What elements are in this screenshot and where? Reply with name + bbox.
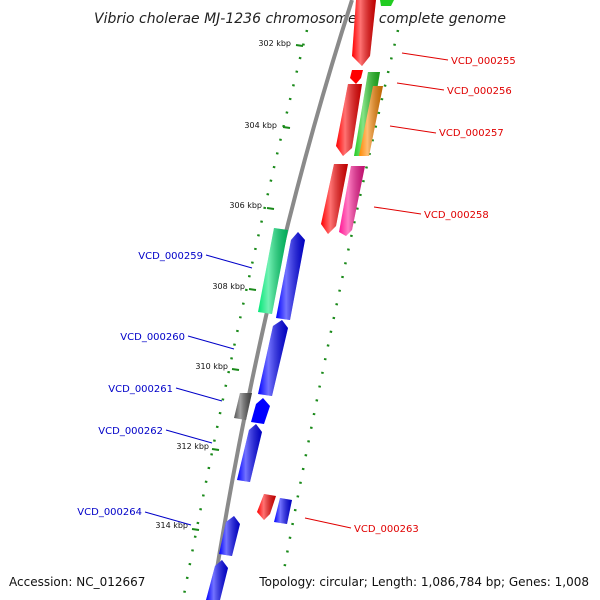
- leader-line: [144, 511, 192, 526]
- gene-arrow-sheen: [321, 164, 348, 234]
- gene-arrow-sheen: [258, 228, 288, 314]
- gene-label[interactable]: VCD_000264: [77, 507, 142, 518]
- gene-arrow-sheen: [276, 232, 305, 320]
- gene-label[interactable]: VCD_000257: [439, 128, 504, 139]
- leader-line: [389, 125, 437, 134]
- gene-arrow[interactable]: [350, 70, 363, 84]
- gene-arrow[interactable]: [380, 0, 394, 6]
- gene-arrow-sheen: [257, 494, 276, 520]
- tick-mark: [295, 44, 304, 47]
- gene-arrow-sheen: [234, 393, 252, 420]
- scale-ticks: 302 kbp 304 kbp 306 kbp 308 kbp 310 kbp …: [155, 39, 304, 531]
- gene-arrow-sheen: [352, 0, 376, 66]
- gene-arrow-sheen: [206, 560, 228, 600]
- tick-label: 312 kbp: [176, 442, 209, 451]
- tick-mark: [266, 207, 275, 210]
- forward-strand-genes: [257, 0, 394, 520]
- gene-label[interactable]: VCD_000260: [120, 332, 185, 343]
- gene-label[interactable]: VCD_000256: [447, 86, 512, 97]
- leader-line: [401, 52, 449, 61]
- reverse-strand-genes: [206, 228, 305, 600]
- gene-arrow-sheen: [219, 516, 240, 556]
- tick-label: 304 kbp: [244, 121, 277, 130]
- leader-line: [373, 206, 422, 215]
- gene-label[interactable]: VCD_000263: [354, 524, 419, 535]
- gene-arrow-sheen: [258, 320, 288, 396]
- tick-mark: [231, 368, 240, 371]
- leader-line: [165, 429, 213, 444]
- leader-line: [205, 254, 253, 269]
- tick-label: 308 kbp: [212, 282, 245, 291]
- gene-label[interactable]: VCD_000262: [98, 426, 163, 437]
- outer-dotted-track: [282, 29, 400, 571]
- tick-label: 314 kbp: [155, 521, 188, 530]
- leader-line: [175, 387, 223, 402]
- tick-mark: [248, 288, 257, 291]
- genome-summary-text: Topology: circular; Length: 1,086,784 bp…: [258, 575, 589, 589]
- tick-mark: [211, 448, 220, 451]
- gene-arrow-sheen: [359, 86, 383, 156]
- gene-label[interactable]: VCD_000259: [138, 251, 203, 262]
- tick-mark: [282, 126, 291, 129]
- gene-arrow-sheen: [274, 498, 292, 524]
- gene-arrow-sheen: [339, 166, 365, 236]
- tick-label: 306 kbp: [229, 201, 262, 210]
- tick-mark: [191, 528, 200, 531]
- tick-label: 310 kbp: [195, 362, 228, 371]
- gene-label[interactable]: VCD_000255: [451, 56, 516, 67]
- gene-arrow-sheen: [237, 424, 262, 482]
- map-title: Vibrio cholerae MJ-1236 chromosome 2, co…: [94, 11, 506, 27]
- leader-line: [304, 517, 352, 529]
- gene-arrow-sheen: [336, 84, 362, 156]
- accession-text: Accession: NC_012667: [9, 575, 145, 589]
- label-leaders: [144, 52, 449, 529]
- leader-line: [396, 82, 445, 91]
- gene-label[interactable]: VCD_000261: [108, 384, 173, 395]
- gene-label[interactable]: VCD_000258: [424, 210, 489, 221]
- gene-arrow[interactable]: [251, 398, 270, 424]
- gene-labels: VCD_000255 VCD_000256 VCD_000257 VCD_000…: [77, 56, 515, 535]
- tick-label: 302 kbp: [258, 39, 291, 48]
- leader-line: [187, 335, 235, 350]
